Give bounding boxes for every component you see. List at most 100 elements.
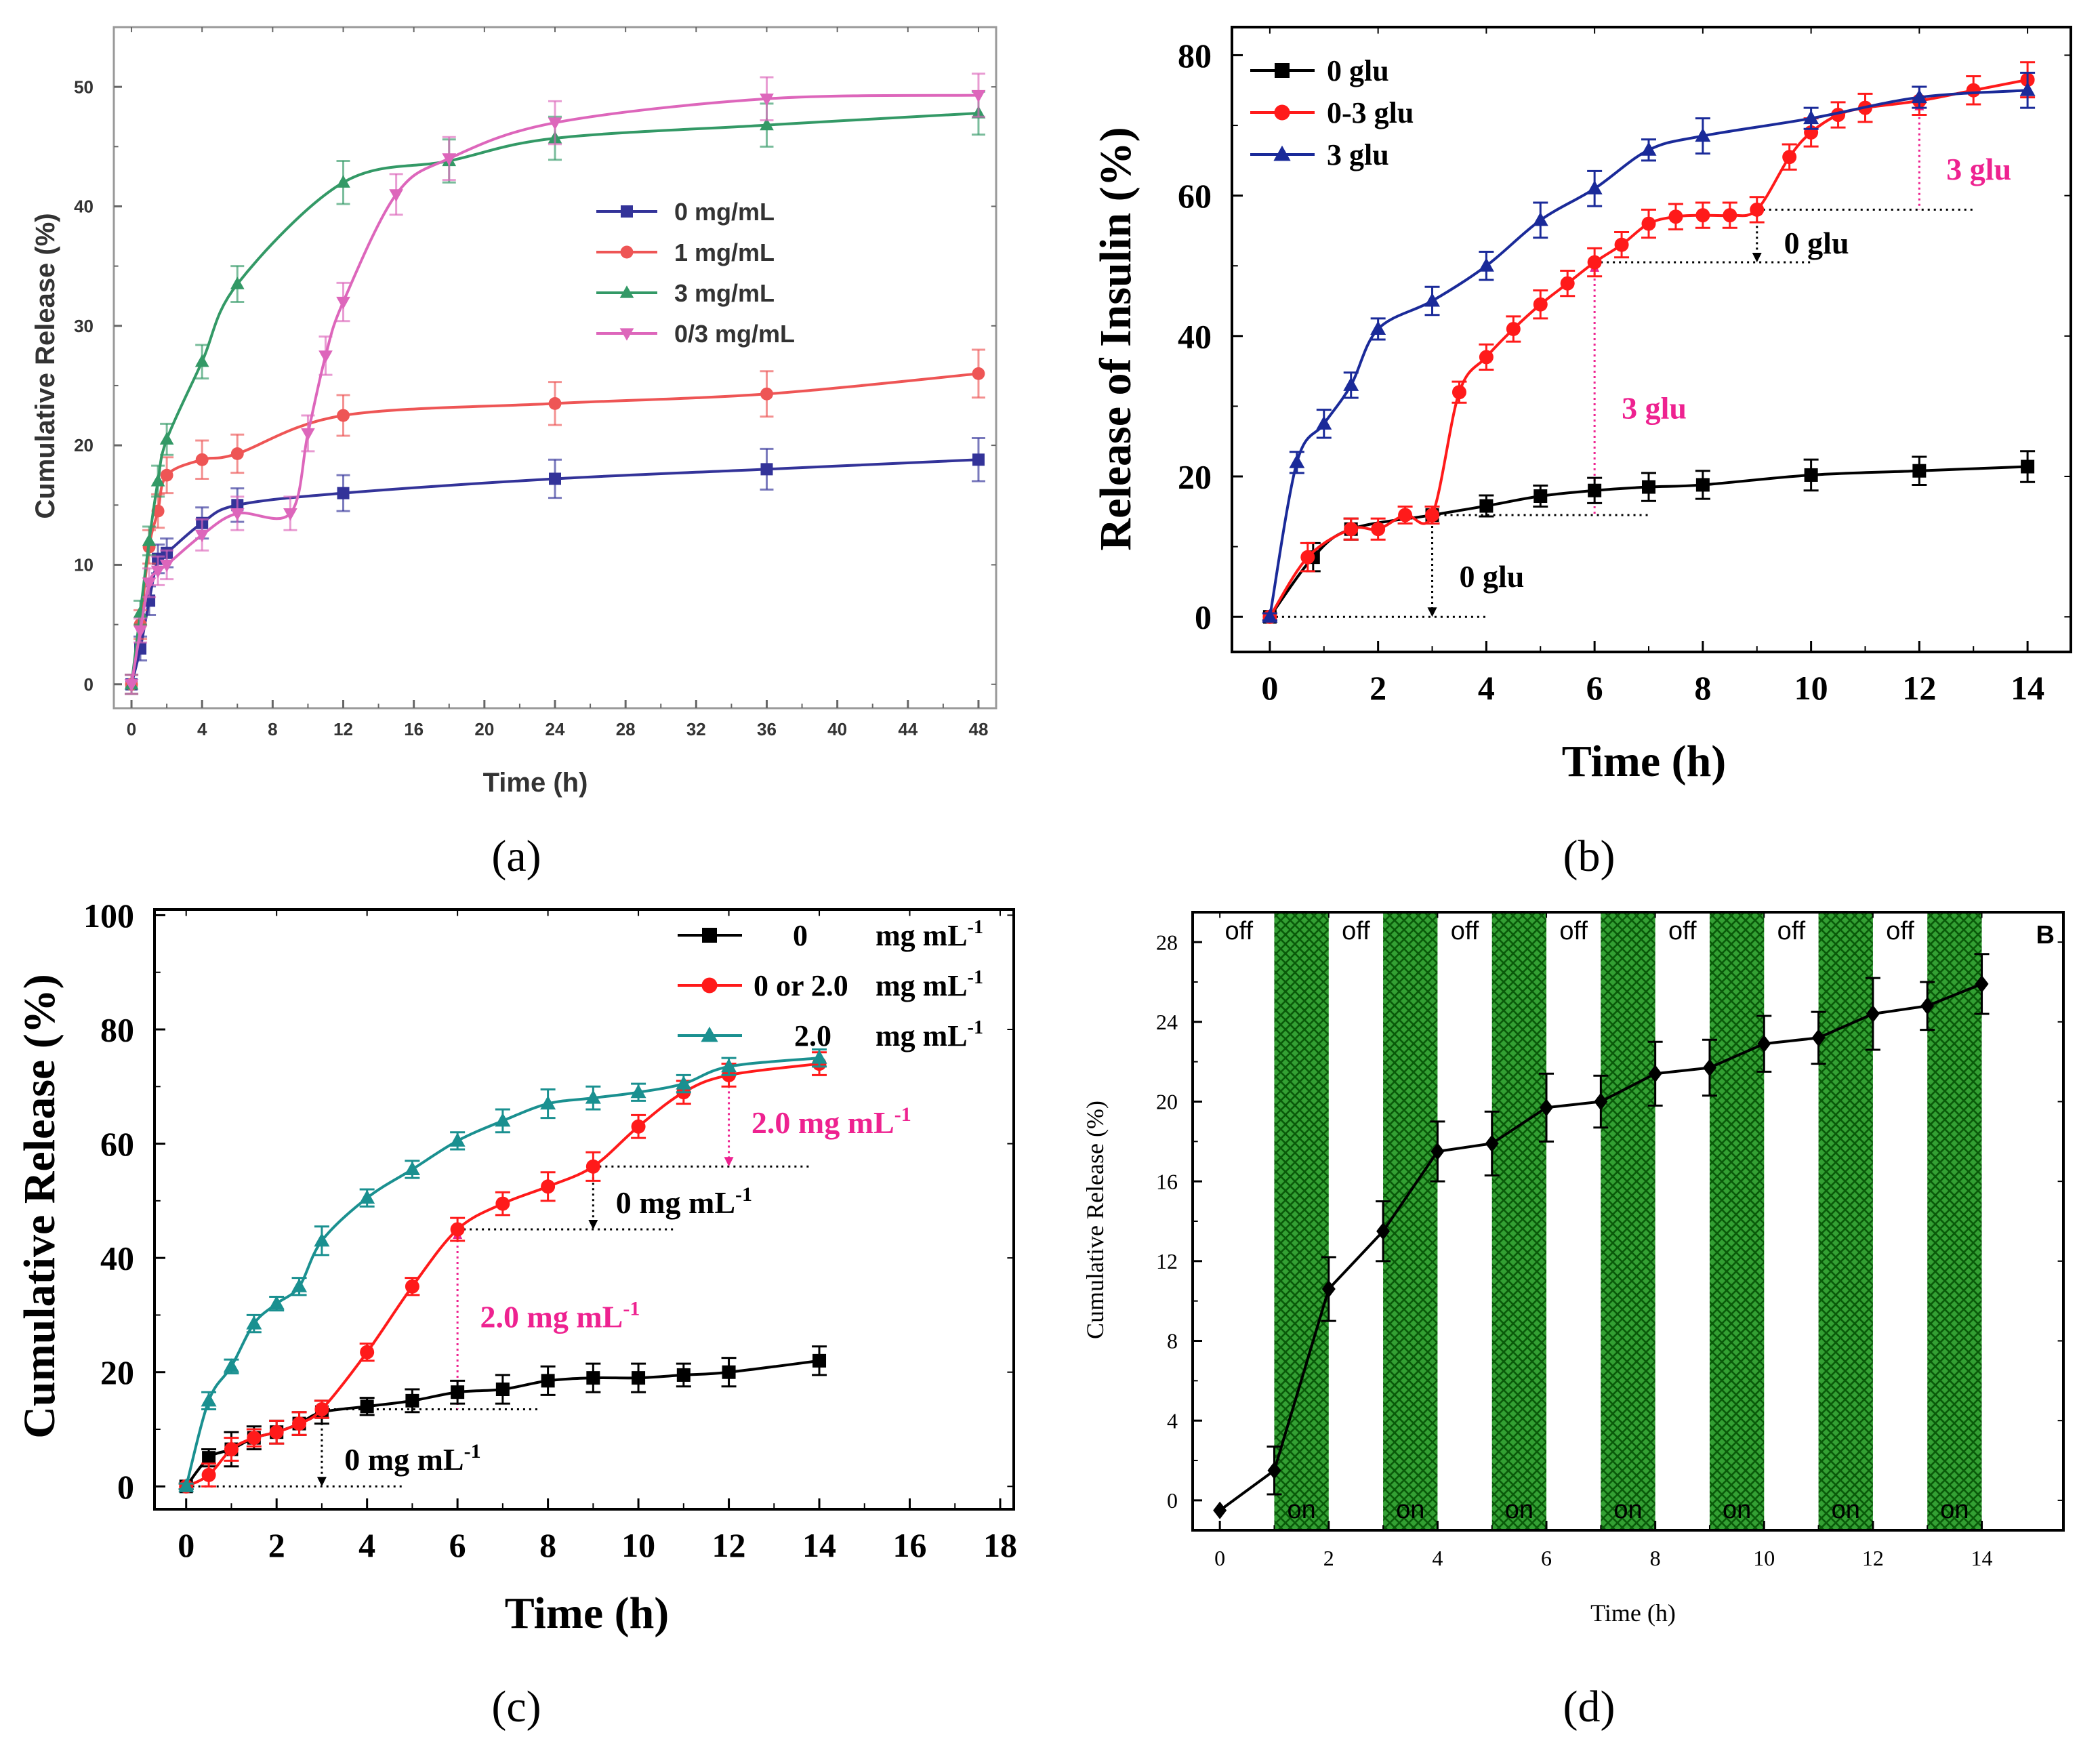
data-point-0 <box>549 472 561 485</box>
data-point-1 <box>541 1179 556 1194</box>
off-label: off <box>1777 917 1806 945</box>
data-point-2 <box>150 474 165 487</box>
panel-a-legend: 0 mg/mL 1 mg/mL 3 mg/mL 0/3 mg/mL <box>596 198 795 348</box>
data-point-2 <box>811 1050 827 1064</box>
x-tick-label: 24 <box>545 719 565 739</box>
data-point-0 <box>1594 1092 1608 1111</box>
panel-d-y-axis-label: Cumulative Release (%) <box>1082 1101 1109 1339</box>
x-tick-label: 2 <box>1370 669 1386 707</box>
panel-d-on-bands: on on on on on on on off off off off off off off <box>1224 914 1982 1529</box>
data-point-2 <box>201 1392 217 1407</box>
y-tick-label: 40 <box>100 1240 134 1277</box>
data-point-3 <box>230 508 245 521</box>
data-point-0 <box>972 453 985 466</box>
on-band <box>1818 914 1873 1529</box>
x-tick-label: 10 <box>1753 1546 1775 1570</box>
arrow-head <box>1752 253 1762 263</box>
legend-label: 0 glu <box>1327 54 1389 87</box>
legend-marker <box>621 205 633 218</box>
data-point-0 <box>451 1385 465 1399</box>
data-point-0 <box>1804 468 1818 482</box>
y-tick-label: 0 <box>1195 598 1212 636</box>
data-point-2 <box>540 1095 556 1110</box>
panel-d-label: (d) <box>1563 1682 1615 1732</box>
data-point-0 <box>1866 1005 1880 1023</box>
panel-b-ticks <box>1232 27 2071 652</box>
on-band <box>1927 914 1982 1529</box>
on-label: on <box>1613 1496 1642 1524</box>
x-tick-label: 36 <box>757 719 777 739</box>
data-point-1 <box>631 1119 646 1134</box>
data-point-2 <box>336 175 350 188</box>
data-point-0 <box>586 1371 600 1385</box>
data-point-1 <box>1371 522 1386 537</box>
data-point-0 <box>1376 1222 1391 1240</box>
x-tick-label: 10 <box>621 1526 655 1564</box>
data-point-3 <box>150 565 165 579</box>
data-point-1 <box>1750 202 1765 217</box>
data-point-1 <box>1668 209 1683 224</box>
off-label: off <box>1342 917 1370 945</box>
x-tick-label: 4 <box>1432 1546 1443 1570</box>
data-point-2 <box>404 1161 420 1175</box>
data-point-2 <box>359 1189 375 1204</box>
data-point-2 <box>268 1295 285 1310</box>
data-point-0 <box>337 487 350 499</box>
data-point-1 <box>1479 350 1494 365</box>
data-point-1 <box>1506 321 1521 336</box>
data-point-3 <box>971 89 986 103</box>
x-tick-label: 16 <box>893 1526 927 1564</box>
data-point-2 <box>291 1278 308 1292</box>
y-tick-label: 50 <box>74 77 94 97</box>
on-label: on <box>1723 1496 1751 1524</box>
y-tick-label: 20 <box>1178 458 1212 496</box>
data-point-2 <box>194 354 209 367</box>
on-band <box>1601 914 1655 1529</box>
data-point-0 <box>1695 478 1710 492</box>
data-point-0 <box>1912 464 1927 478</box>
data-point-3 <box>318 350 333 363</box>
data-point-1 <box>269 1425 284 1439</box>
annotation-text: 0 mg mL-1 <box>344 1440 480 1477</box>
data-point-0 <box>2021 459 2035 474</box>
annotation-main: 3 glu <box>1946 152 2011 186</box>
data-point-1 <box>247 1431 262 1446</box>
data-point-2 <box>1803 110 1819 125</box>
legend-unit-main: mg mL <box>876 969 968 1002</box>
data-point-0 <box>541 1374 555 1388</box>
data-point-1 <box>230 447 244 460</box>
x-tick-label: 14 <box>1971 1546 1993 1570</box>
data-point-1 <box>292 1416 307 1431</box>
x-tick-label: 8 <box>1694 669 1711 707</box>
panel-a-series <box>124 73 986 695</box>
data-point-0 <box>202 1451 216 1465</box>
on-band <box>1491 914 1547 1529</box>
data-point-2 <box>314 1232 330 1247</box>
data-point-2 <box>1478 258 1494 272</box>
legend-marker <box>619 328 634 341</box>
legend-label: 2.0 <box>794 1019 831 1052</box>
panel-a-x-axis-label: Time (h) <box>483 768 588 798</box>
y-tick-label: 12 <box>1156 1249 1178 1273</box>
data-point-3 <box>442 153 457 166</box>
legend-unit-main: mg mL <box>876 919 968 952</box>
legend-marker <box>1273 145 1291 161</box>
data-point-2 <box>449 1132 466 1147</box>
panel-c-frame <box>153 908 1015 1511</box>
off-label: off <box>1668 917 1697 945</box>
panel-a-ticks <box>114 27 996 708</box>
legend-label: 0 mg/mL <box>674 198 775 226</box>
annotation-main: 2.0 mg mL <box>752 1105 894 1140</box>
annotation-main: 0 mg mL <box>344 1442 464 1477</box>
on-band <box>1709 914 1765 1529</box>
data-point-1 <box>405 1279 419 1294</box>
data-point-3 <box>124 679 139 692</box>
data-point-3 <box>548 117 562 130</box>
data-point-3 <box>760 94 774 106</box>
arrow-head <box>724 1157 734 1167</box>
data-point-2 <box>178 1478 194 1492</box>
x-tick-label: 8 <box>268 719 277 739</box>
x-tick-label: 12 <box>1902 669 1936 707</box>
